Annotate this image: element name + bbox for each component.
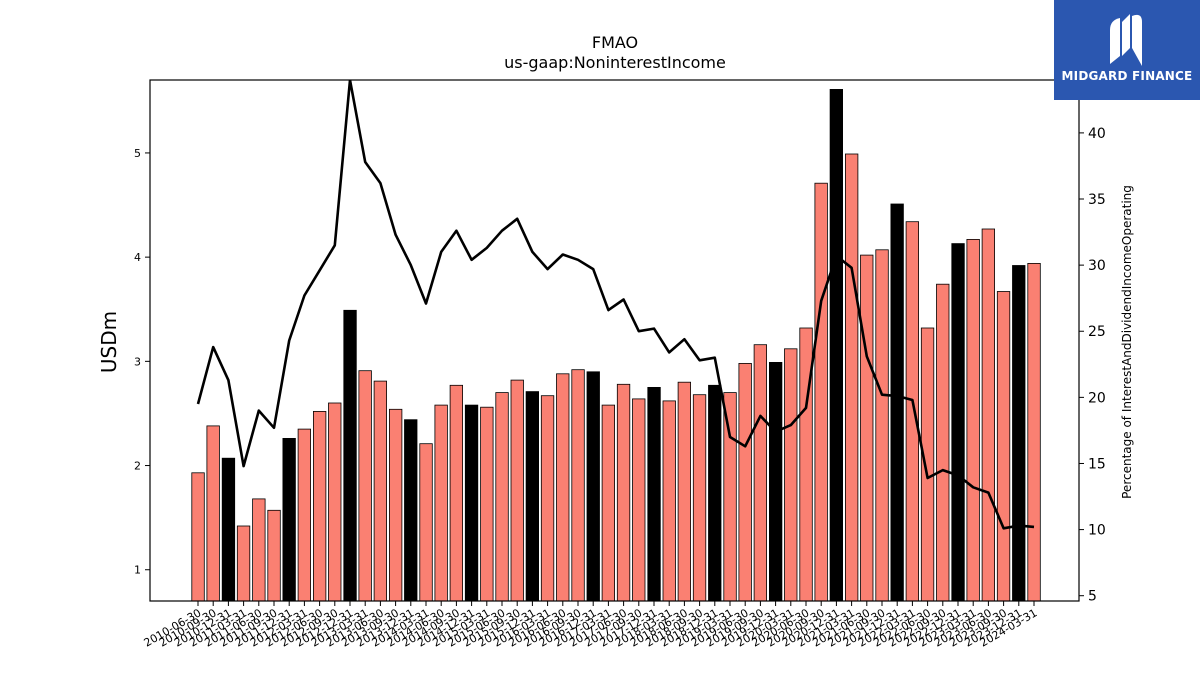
bar-2012-03-31: [297, 428, 312, 602]
brand-name: MIDGARD FINANCE: [1061, 69, 1193, 83]
bar-2022-12-31: [951, 243, 965, 602]
bar-2019-12-31: [769, 361, 783, 602]
y2-tick-label: 30: [1088, 258, 1106, 274]
bar-2013-06-30: [373, 380, 388, 602]
bar-2019-03-31: [723, 392, 737, 602]
bar-2022-06-30: [920, 327, 935, 602]
bar-2016-12-31: [586, 371, 600, 602]
bar-2018-03-31: [662, 400, 676, 602]
y2-axis-label: Percentage of InterestAndDividendIncomeO…: [1120, 185, 1134, 499]
bar-2023-12-31: [1012, 265, 1026, 602]
line-group: [196, 80, 1035, 530]
bar-2022-03-31: [905, 221, 919, 602]
bar-2011-03-31: [236, 525, 251, 602]
bar-2023-03-31: [966, 238, 980, 602]
bar-2011-06-30: [252, 498, 266, 602]
bar-2019-09-30: [753, 344, 767, 602]
bar-2016-06-30: [556, 373, 570, 602]
bar-2018-09-30: [692, 394, 707, 602]
y-axis-label: USDm: [97, 311, 121, 373]
bar-2022-09-30: [936, 283, 950, 602]
bar-2013-12-31: [404, 419, 418, 602]
y-tick-label: 4: [134, 251, 141, 264]
bar-2010-06-30: [191, 472, 205, 602]
bar-2018-06-30: [677, 381, 691, 602]
bar-2019-06-30: [738, 362, 752, 602]
bar-2013-09-30: [388, 408, 403, 602]
ratio-line: [196, 80, 1035, 530]
bar-2015-12-31: [525, 391, 539, 602]
bar-2015-09-30: [510, 379, 524, 602]
bar-2017-03-31: [601, 404, 615, 602]
bar-2017-09-30: [632, 398, 646, 602]
bar-2016-03-31: [540, 395, 555, 602]
y-tick-label: 5: [134, 147, 141, 160]
y-tick-label: 3: [134, 355, 141, 368]
bar-2017-12-31: [647, 386, 661, 602]
bar-2014-12-31: [464, 404, 479, 602]
bar-2023-06-30: [981, 228, 995, 602]
y-tick-label: 2: [134, 460, 141, 473]
bar-2012-12-31: [343, 309, 357, 602]
bar-2020-12-31: [829, 89, 843, 602]
bar-2021-09-30: [875, 249, 889, 602]
y2-tick-label: 35: [1088, 192, 1106, 208]
y2-tick-label: 15: [1088, 456, 1106, 472]
bar-2014-09-30: [449, 384, 464, 602]
bar-2011-12-31: [282, 437, 296, 602]
bar-2023-09-30: [996, 291, 1011, 602]
chart-title: FMAO: [592, 33, 638, 52]
bar-2015-03-31: [480, 406, 494, 602]
bar-2018-12-31: [708, 384, 722, 602]
brand-logo: MIDGARD FINANCE: [1054, 0, 1200, 100]
bar-2017-06-30: [616, 383, 631, 602]
bar-2021-12-31: [890, 203, 904, 602]
bar-2014-06-30: [434, 404, 448, 602]
brand-mark-icon: [1110, 14, 1142, 66]
bar-2010-12-31: [221, 457, 236, 602]
bar-2012-06-30: [312, 410, 327, 602]
y2-tick-label: 20: [1088, 390, 1106, 406]
bar-2013-03-31: [358, 370, 372, 602]
bar-2020-09-30: [814, 182, 828, 602]
bar-2021-06-30: [860, 254, 874, 602]
y-tick-label: 1: [134, 564, 141, 577]
plot-frame: [149, 79, 1080, 602]
bar-group: [191, 89, 1041, 602]
y2-tick-label: 5: [1088, 589, 1097, 605]
y2-tick-label: 10: [1088, 523, 1106, 539]
bar-2012-09-30: [328, 402, 342, 602]
y2-tick-label: 25: [1088, 324, 1106, 340]
bar-2014-03-31: [419, 443, 433, 602]
bar-2024-03-31: [1027, 262, 1041, 602]
bar-2010-09-30: [206, 425, 220, 602]
bar-2021-03-31: [845, 153, 859, 602]
y2-tick-label: 40: [1088, 126, 1106, 142]
bar-2020-03-31: [784, 348, 798, 602]
chart-subtitle: us-gaap:NoninterestIncome: [504, 53, 726, 72]
bar-2016-09-30: [571, 369, 585, 602]
bar-2011-09-30: [267, 509, 281, 602]
bar-2015-06-30: [495, 392, 509, 602]
